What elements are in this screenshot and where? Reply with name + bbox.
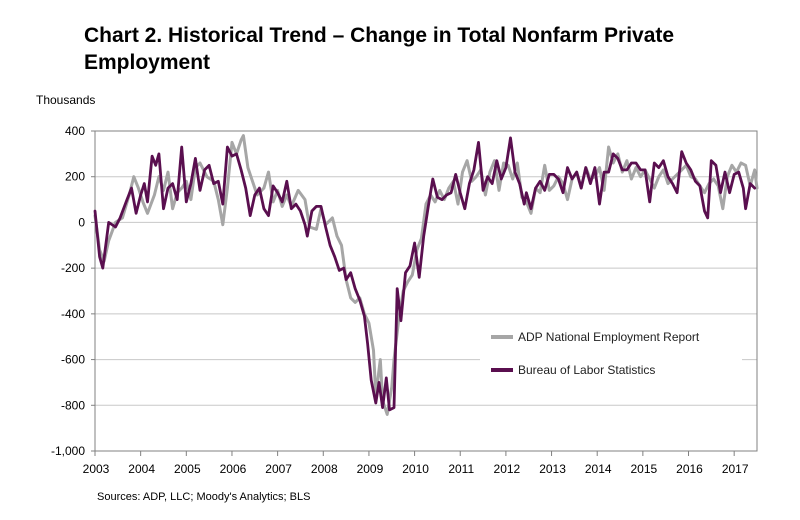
y-tick-label: -400 <box>61 307 85 321</box>
y-axis: 400 200 0 -200 -400 -600 -800 -1,000 <box>51 124 95 458</box>
x-tick-label: 2003 <box>83 462 110 476</box>
x-tick-label: 2015 <box>631 462 658 476</box>
legend-box <box>480 322 742 386</box>
y-tick-label: 200 <box>65 170 85 184</box>
legend: ADP National Employment Report Bureau of… <box>480 322 742 386</box>
x-tick-label: 2009 <box>357 462 384 476</box>
y-tick-label: 400 <box>65 124 85 138</box>
x-axis: 2003 2004 2005 2006 2007 2008 2009 2010 2011 2012… <box>83 451 749 476</box>
y-tick-label: -800 <box>61 398 85 412</box>
y-tick-label: -600 <box>61 353 85 367</box>
series-layer <box>93 134 759 416</box>
y-tick-label: -200 <box>61 261 85 275</box>
series-line-bls <box>93 136 757 412</box>
x-tick-label: 2007 <box>265 462 292 476</box>
y-axis-label: Thousands <box>36 93 95 107</box>
x-tick-label: 2012 <box>494 462 521 476</box>
plot-area <box>94 130 758 452</box>
x-tick-label: 2004 <box>128 462 155 476</box>
y-tick-label: -1,000 <box>51 444 85 458</box>
x-tick-label: 2008 <box>311 462 338 476</box>
chart-title: Chart 2. Historical Trend – Change in To… <box>84 24 675 74</box>
x-tick-label: 2011 <box>448 462 474 476</box>
x-tick-label: 2017 <box>722 462 749 476</box>
x-tick-label: 2013 <box>539 462 566 476</box>
x-tick-label: 2014 <box>585 462 612 476</box>
x-tick-label: 2005 <box>174 462 201 476</box>
source-note: Sources: ADP, LLC; Moody's Analytics; BL… <box>97 491 310 503</box>
x-tick-label: 2010 <box>402 462 429 476</box>
legend-label-adp: ADP National Employment Report <box>518 330 700 344</box>
y-tick-label: 0 <box>78 215 85 229</box>
x-tick-label: 2016 <box>676 462 703 476</box>
legend-label-bls: Bureau of Labor Statistics <box>518 363 655 377</box>
x-tick-label: 2006 <box>220 462 247 476</box>
